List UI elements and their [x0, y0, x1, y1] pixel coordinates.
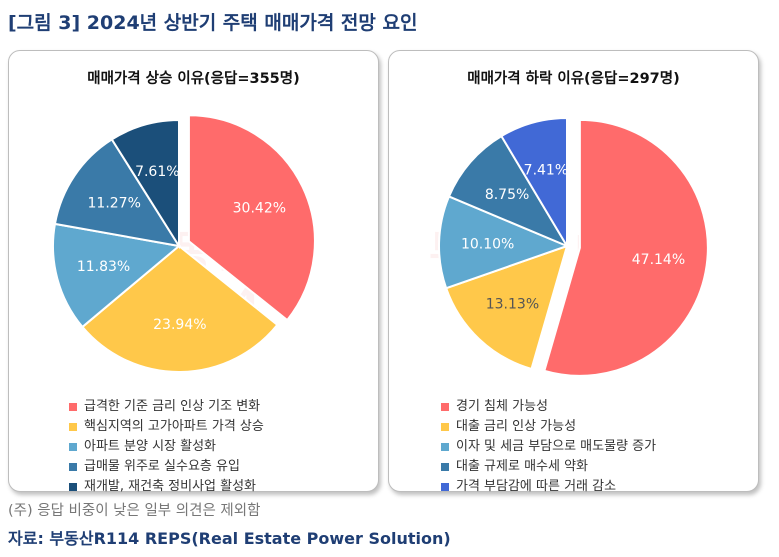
legend-label: 급매물 위주로 실수요층 유입 [84, 459, 240, 474]
pie-slice [187, 114, 316, 322]
source-note: 자료: 부동산R114 REPS(Real Estate Power Solut… [8, 529, 451, 548]
legend-item: 대출 금리 인상 가능성 [441, 418, 656, 436]
legend-swatch [441, 423, 449, 431]
legend-item: 이자 및 세금 부담으로 매도물량 증가 [441, 438, 656, 456]
legend-swatch [69, 403, 77, 411]
chart-panel-rise: 부동산 R114 매매가격 상승 이유(응답=355명) 30.42%23.94… [8, 50, 379, 494]
pie-slice [53, 138, 182, 248]
legend-swatch [69, 483, 77, 491]
pie-slice [447, 134, 570, 249]
pie-data-label: 47.14% [632, 252, 685, 268]
pie-data-label: 7.61% [135, 164, 179, 180]
legend-label: 핵심지역의 고가아파트 가격 상승 [84, 419, 264, 434]
legend-item: 경기 침체 가능성 [441, 398, 656, 416]
legend-item: 재개발, 재건축 정비사업 활성화 [69, 478, 264, 496]
legend: 경기 침체 가능성 대출 금리 인상 가능성 이자 및 세금 부담으로 매도물량… [441, 398, 656, 498]
legend-item: 급격한 기준 금리 인상 기조 변화 [69, 398, 264, 416]
chart-title: 매매가격 하락 이유(응답=297명) [467, 71, 680, 87]
legend-swatch [69, 443, 77, 451]
pie-data-label: 11.83% [77, 259, 130, 275]
legend-label: 급격한 기준 금리 인상 기조 변화 [84, 399, 261, 414]
pie-data-label: 8.75% [485, 187, 529, 203]
legend-swatch [69, 463, 77, 471]
legend: 급격한 기준 금리 인상 기조 변화 핵심지역의 고가아파트 가격 상승 아파트… [69, 398, 264, 498]
legend-label: 대출 규제로 매수세 약화 [456, 459, 588, 474]
legend-label: 재개발, 재건축 정비사업 활성화 [84, 479, 257, 494]
legend-swatch [69, 423, 77, 431]
legend-swatch [441, 463, 449, 471]
legend-item: 급매물 위주로 실수요층 유입 [69, 458, 264, 476]
legend-label: 이자 및 세금 부담으로 매도물량 증가 [456, 439, 657, 454]
pie-slice [500, 116, 568, 250]
footnote: (주) 응답 비중이 낮은 일부 의견은 제외함 [8, 503, 261, 519]
legend-swatch [441, 403, 449, 411]
figure-title: [그림 3] 2024년 상반기 주택 매매가격 전망 요인 [8, 12, 418, 34]
pie-slice [110, 118, 180, 250]
legend-swatch [441, 443, 449, 451]
pie-slice [444, 244, 569, 371]
pie-chart-fall: 47.14% 13.13% 10.10% 8.75% 7.41% [438, 116, 709, 377]
pie-slice [81, 244, 279, 373]
legend-label: 가격 부담감에 따른 거래 감소 [456, 479, 617, 494]
pie-data-label: 30.42% [233, 200, 286, 216]
chart-title: 매매가격 상승 이유(응답=355명) [87, 71, 300, 87]
chart-panel-fall: 부동산 R114 매매가격 하락 이유(응답=297명) 47.14% 13.13… [388, 50, 759, 494]
legend-item: 핵심지역의 고가아파트 가격 상승 [69, 418, 264, 436]
pie-slice [52, 222, 182, 329]
pie-data-label: 7.41% [524, 162, 568, 178]
legend-swatch [441, 483, 449, 491]
pie-data-label: 13.13% [486, 297, 539, 313]
legend-label: 아파트 분양 시장 활성화 [84, 439, 216, 454]
legend-item: 가격 부담감에 따른 거래 감소 [441, 478, 656, 496]
pie-data-label: 23.94% [153, 317, 206, 333]
pie-data-label: 11.27% [88, 195, 141, 211]
pie-chart-rise: 30.42% 23.94% 11.83% 11.27% 7.61% [52, 114, 316, 373]
pie-slice [543, 118, 709, 377]
legend-item: 아파트 분양 시장 활성화 [69, 438, 264, 456]
legend-item: 대출 규제로 매수세 약화 [441, 458, 656, 476]
pie-data-label: 10.10% [461, 237, 514, 253]
pie-slice [438, 195, 570, 290]
legend-label: 경기 침체 가능성 [456, 399, 548, 414]
legend-label: 대출 금리 인상 가능성 [456, 419, 577, 434]
